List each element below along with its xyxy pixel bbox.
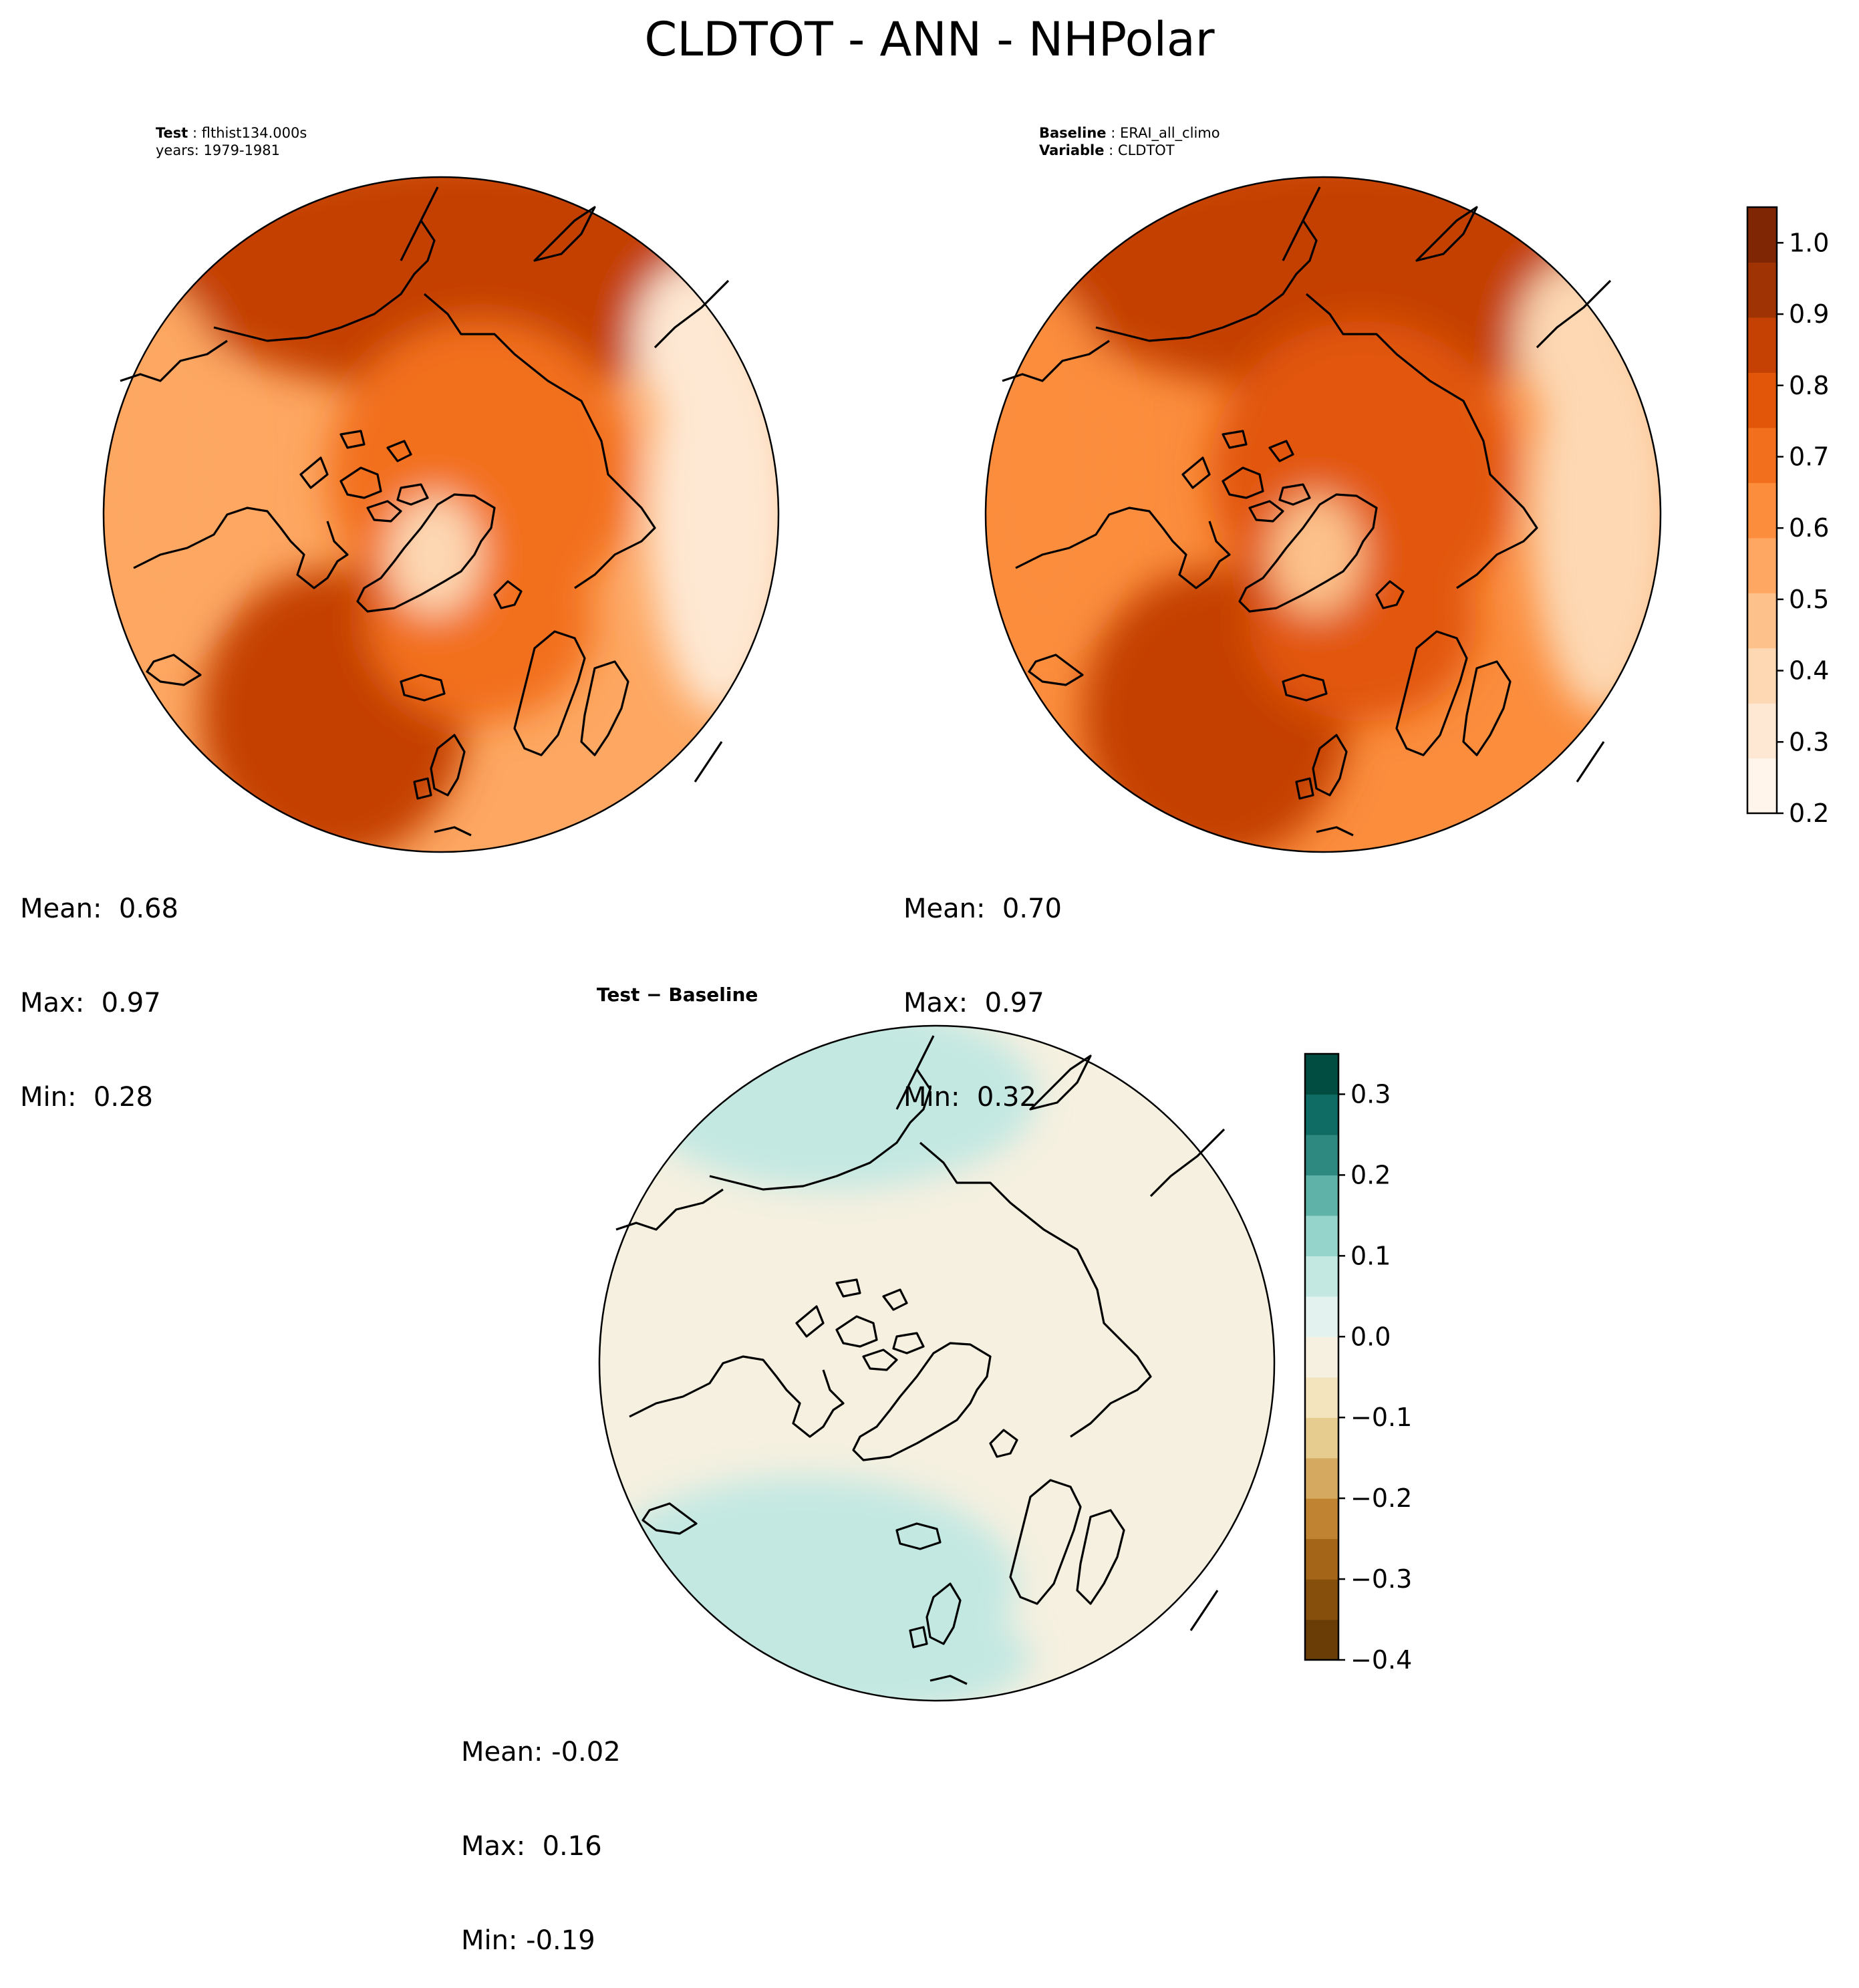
diff-mean: Mean: -0.02: [461, 1737, 621, 1767]
diff-colorbar-level: [1305, 1498, 1338, 1540]
diff-colorbar: −0.4 −0.3 −0.2 −0.1 0.0 0.1 0.2 0.3: [1304, 1052, 1412, 1675]
main-colorbar-level: [1747, 427, 1777, 483]
diff-colorbar-level: [1305, 1579, 1338, 1620]
diff-colorbar-level: [1305, 1619, 1338, 1661]
baseline-header: Baseline : ERAI_all_climo Variable : CLD…: [1039, 125, 1220, 158]
baseline-min: Min: 0.32: [903, 1082, 1036, 1113]
figure-title: CLDTOT - ANN - NHPolar: [644, 12, 1215, 67]
main-colorbar-tick-label: 0.4: [1789, 656, 1829, 686]
test-stats: Mean: 0.68 Max: 0.97 Min: 0.28: [20, 831, 178, 1145]
test-field-region: [104, 287, 234, 635]
diff-stats: Mean: -0.02 Max: 0.16 Min: -0.19: [461, 1674, 621, 1988]
diff-colorbar-level: [1305, 1417, 1338, 1459]
diff-field-region: [683, 1597, 1030, 1701]
diff-colorbar-level: [1305, 1175, 1338, 1216]
diff-colorbar-tick-label: 0.3: [1350, 1079, 1391, 1109]
diff-map-boundary: [598, 1024, 1276, 1702]
figure-canvas: 0.2 0.3 0.4 0.5 0.6 0.7 0.8 0.9 1.0 −0.4 −0.3 −0.2…: [102, 176, 1829, 1702]
main-colorbar-level: [1747, 593, 1777, 649]
main-colorbar-level: [1747, 537, 1777, 593]
main-colorbar-level: [1747, 372, 1777, 428]
diff-colorbar-tick-label: −0.3: [1350, 1564, 1412, 1594]
baseline-map-boundary: [984, 176, 1662, 853]
test-map-boundary: [102, 176, 780, 853]
main-colorbar-tick-label: 0.3: [1789, 727, 1829, 756]
main-colorbar-tick-label: 0.8: [1789, 371, 1829, 400]
baseline-max: Max: 0.97: [903, 988, 1044, 1018]
variable-label: Variable: [1039, 142, 1105, 158]
baseline-mean: Mean: 0.70: [903, 893, 1062, 924]
diff-colorbar-level: [1305, 1296, 1338, 1337]
test-map: [102, 176, 780, 853]
diff-title: Test − Baseline: [597, 984, 758, 1006]
main-colorbar-level: [1747, 482, 1777, 539]
main-colorbar-tick-label: 0.5: [1789, 585, 1829, 614]
diff-max: Max: 0.16: [461, 1831, 602, 1862]
main-colorbar-level: [1747, 207, 1777, 263]
diff-colorbar-tick-label: 0.0: [1350, 1322, 1391, 1351]
diff-colorbar-tick-label: 0.1: [1350, 1241, 1391, 1270]
baseline-field-region: [986, 287, 1116, 635]
main-colorbar-tick-label: 0.7: [1789, 442, 1829, 471]
test-mean: Mean: 0.68: [20, 893, 178, 924]
main-colorbar: 0.2 0.3 0.4 0.5 0.6 0.7 0.8 0.9 1.0: [1746, 206, 1829, 828]
diff-colorbar-level: [1305, 1054, 1338, 1095]
baseline-header-label: Baseline: [1039, 125, 1107, 141]
diff-colorbar-tick-label: −0.4: [1350, 1645, 1412, 1675]
baseline-stats: Mean: 0.70 Max: 0.97 Min: 0.32: [903, 831, 1062, 1145]
baseline-cloud-field: [986, 177, 1661, 852]
main-colorbar-tick-label: 0.2: [1789, 799, 1829, 828]
main-colorbar-level: [1747, 703, 1777, 759]
test-cloud-field: [104, 177, 778, 852]
test-header-value: flthist134.000s: [201, 125, 307, 141]
diff-colorbar-tick-label: 0.2: [1350, 1160, 1391, 1189]
diff-min: Min: -0.19: [461, 1925, 595, 1956]
main-colorbar-frame: [1746, 206, 1778, 815]
test-min: Min: 0.28: [20, 1082, 153, 1113]
test-max: Max: 0.97: [20, 988, 161, 1018]
baseline-field-region: [1517, 261, 1637, 421]
diff-colorbar-level: [1305, 1094, 1338, 1135]
baseline-map: [984, 176, 1662, 853]
main-colorbar-level: [1747, 758, 1777, 814]
test-header: Test : flthist134.000s years: 1979-1981: [156, 125, 307, 158]
baseline-header-value: ERAI_all_climo: [1119, 125, 1220, 141]
diff-cloud-field: [599, 1026, 1244, 1701]
test-header-label: Test: [156, 125, 188, 141]
diff-colorbar-tick-label: −0.2: [1350, 1483, 1412, 1513]
diff-colorbar-level: [1305, 1256, 1338, 1297]
diff-field-region: [643, 1250, 803, 1397]
main-colorbar-tick-label: 0.6: [1789, 513, 1829, 543]
diff-field-region: [977, 1256, 1244, 1577]
main-colorbar-tick-label: 0.9: [1789, 299, 1829, 329]
main-colorbar-level: [1747, 317, 1777, 373]
baseline-field-region: [1270, 494, 1363, 615]
diff-colorbar-level: [1305, 1377, 1338, 1418]
diff-map: [598, 1024, 1276, 1702]
main-colorbar-tick-label: 1.0: [1789, 228, 1829, 257]
main-colorbar-level: [1747, 648, 1777, 704]
main-colorbar-level: [1747, 262, 1777, 318]
diff-colorbar-level: [1305, 1134, 1338, 1175]
diff-colorbar-level: [1305, 1538, 1338, 1580]
diff-colorbar-frame: [1304, 1052, 1340, 1661]
diff-colorbar-level: [1305, 1457, 1338, 1499]
test-field-region: [635, 261, 755, 421]
diff-colorbar-level: [1305, 1215, 1338, 1256]
diff-colorbar-tick-label: −0.1: [1350, 1403, 1412, 1432]
diff-colorbar-level: [1305, 1336, 1338, 1378]
variable-value: CLDTOT: [1117, 142, 1175, 158]
test-field-region: [388, 494, 481, 615]
test-years: years: 1979-1981: [156, 142, 281, 158]
